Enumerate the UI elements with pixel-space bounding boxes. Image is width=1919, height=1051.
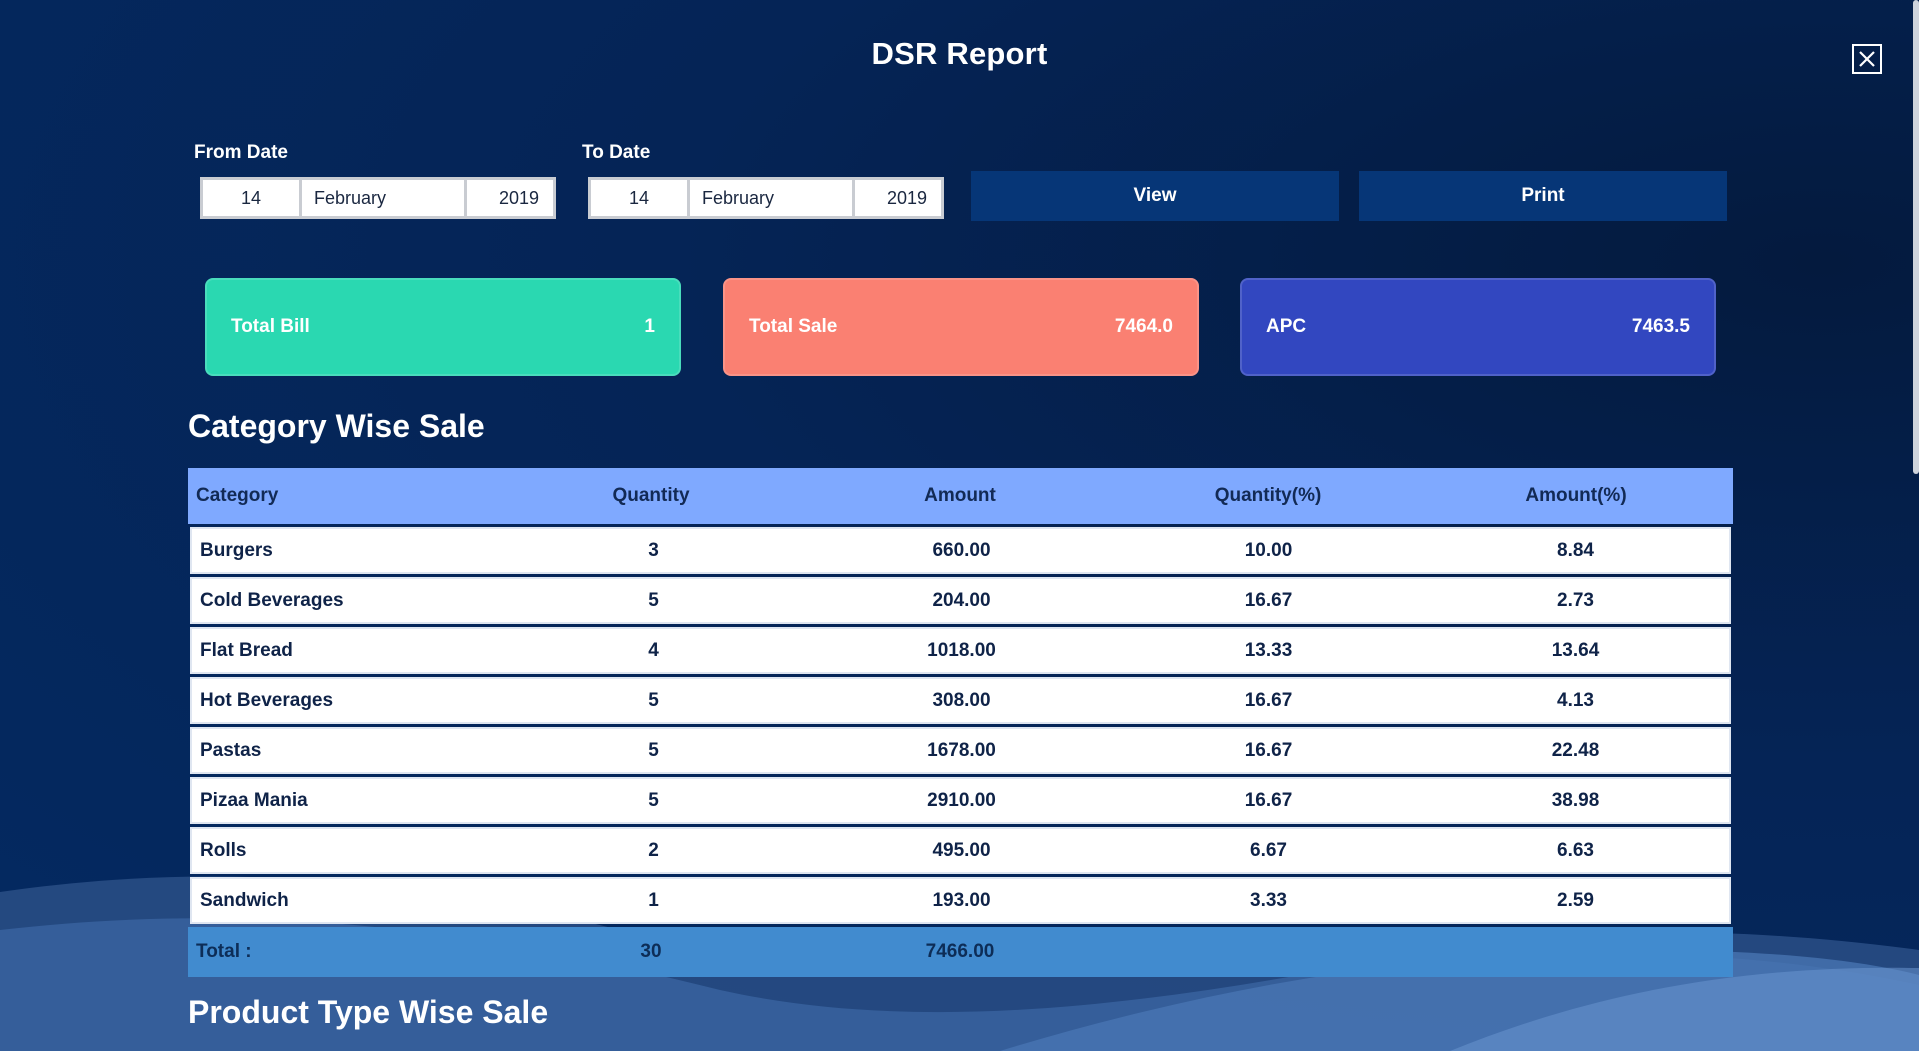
to-date-picker[interactable]: 14 February 2019 [588, 177, 944, 219]
header-category: Category [196, 485, 279, 506]
cell-amount: 2910.00 [927, 789, 996, 811]
table-row[interactable]: Pastas 5 1678.00 16.67 22.48 [190, 727, 1731, 774]
cell-amount-percent: 4.13 [1557, 689, 1594, 711]
cell-amount: 308.00 [932, 689, 991, 711]
cell-category: Pastas [200, 739, 262, 761]
cell-quantity: 3 [648, 539, 659, 561]
total-label: Total : [196, 941, 252, 962]
table-row[interactable]: Cold Beverages 5 204.00 16.67 2.73 [190, 577, 1731, 624]
cell-quantity: 2 [648, 839, 659, 861]
cell-quantity: 5 [648, 689, 659, 711]
cell-category: Flat Bread [200, 639, 293, 661]
table-row[interactable]: Rolls 2 495.00 6.67 6.63 [190, 827, 1731, 874]
cell-quantity-percent: 3.33 [1250, 889, 1287, 911]
to-date-month[interactable]: February [690, 180, 852, 216]
apc-value: 7463.5 [1631, 316, 1690, 337]
table-row[interactable]: Sandwich 1 193.00 3.33 2.59 [190, 877, 1731, 924]
total-sale-value: 7464.0 [1114, 316, 1173, 337]
header-amount-percent: Amount(%) [1525, 485, 1627, 506]
cell-amount-percent: 13.64 [1551, 639, 1600, 661]
header-quantity: Quantity [612, 485, 690, 506]
cell-amount-percent: 8.84 [1557, 539, 1594, 561]
from-date-month[interactable]: February [302, 180, 464, 216]
cell-quantity: 5 [648, 789, 659, 811]
to-date-year[interactable]: 2019 [855, 180, 941, 216]
apc-label: APC [1266, 316, 1307, 337]
category-section-title: Category Wise Sale [188, 408, 485, 444]
cell-quantity-percent: 10.00 [1244, 539, 1293, 561]
page-title: DSR Report [871, 36, 1048, 71]
total-bill-value: 1 [644, 316, 655, 337]
cell-amount: 1678.00 [927, 739, 996, 761]
cell-quantity-percent: 16.67 [1244, 689, 1293, 711]
table-row[interactable]: Flat Bread 4 1018.00 13.33 13.64 [190, 627, 1731, 674]
total-bill-label: Total Bill [231, 316, 310, 337]
total-amount: 7466.00 [925, 941, 995, 962]
cell-quantity: 5 [648, 739, 659, 761]
cell-quantity-percent: 16.67 [1244, 739, 1293, 761]
cell-amount-percent: 22.48 [1551, 739, 1600, 761]
close-icon [1859, 51, 1875, 67]
cell-amount: 495.00 [932, 839, 991, 861]
total-quantity: 30 [640, 941, 662, 962]
from-date-picker[interactable]: 14 February 2019 [200, 177, 556, 219]
total-sale-label: Total Sale [749, 316, 838, 337]
cell-amount-percent: 38.98 [1551, 789, 1600, 811]
cell-amount: 1018.00 [927, 639, 996, 661]
header-amount: Amount [924, 485, 996, 506]
cell-quantity: 4 [648, 639, 659, 661]
table-row[interactable]: Burgers 3 660.00 10.00 8.84 [190, 527, 1731, 574]
cell-amount-percent: 2.59 [1557, 889, 1594, 911]
scrollbar[interactable] [1913, 0, 1919, 474]
cell-category: Rolls [200, 839, 247, 861]
header-quantity-percent: Quantity(%) [1214, 485, 1322, 506]
cell-quantity-percent: 6.67 [1250, 839, 1287, 861]
cell-amount-percent: 2.73 [1557, 589, 1594, 611]
close-button[interactable] [1852, 44, 1882, 74]
from-date-year[interactable]: 2019 [467, 180, 553, 216]
apc-card: APC 7463.5 [1240, 278, 1716, 376]
cell-quantity-percent: 13.33 [1244, 639, 1293, 661]
cell-category: Cold Beverages [200, 589, 344, 611]
total-sale-card: Total Sale 7464.0 [723, 278, 1199, 376]
cell-amount: 660.00 [932, 539, 991, 561]
cell-amount-percent: 6.63 [1557, 839, 1594, 861]
table-row[interactable]: Hot Beverages 5 308.00 16.67 4.13 [190, 677, 1731, 724]
cell-category: Sandwich [200, 889, 289, 911]
table-total-row: Total : 30 7466.00 [188, 927, 1733, 977]
cell-category: Pizaa Mania [200, 789, 308, 811]
print-button[interactable]: Print [1359, 171, 1727, 221]
product-section-title: Product Type Wise Sale [188, 994, 549, 1030]
view-button[interactable]: View [971, 171, 1339, 221]
from-date-label: From Date [194, 142, 288, 163]
cell-amount: 193.00 [932, 889, 991, 911]
to-date-label: To Date [582, 142, 651, 163]
table-header: Category Quantity Amount Quantity(%) Amo… [188, 468, 1733, 524]
cell-quantity-percent: 16.67 [1244, 789, 1293, 811]
total-bill-card: Total Bill 1 [205, 278, 681, 376]
cell-category: Hot Beverages [200, 689, 334, 711]
cell-quantity: 1 [648, 889, 659, 911]
cell-quantity: 5 [648, 589, 659, 611]
from-date-day[interactable]: 14 [203, 180, 299, 216]
cell-amount: 204.00 [932, 589, 991, 611]
category-table: Category Quantity Amount Quantity(%) Amo… [188, 468, 1733, 977]
to-date-day[interactable]: 14 [591, 180, 687, 216]
cell-quantity-percent: 16.67 [1244, 589, 1293, 611]
cell-category: Burgers [200, 539, 273, 561]
table-row[interactable]: Pizaa Mania 5 2910.00 16.67 38.98 [190, 777, 1731, 824]
